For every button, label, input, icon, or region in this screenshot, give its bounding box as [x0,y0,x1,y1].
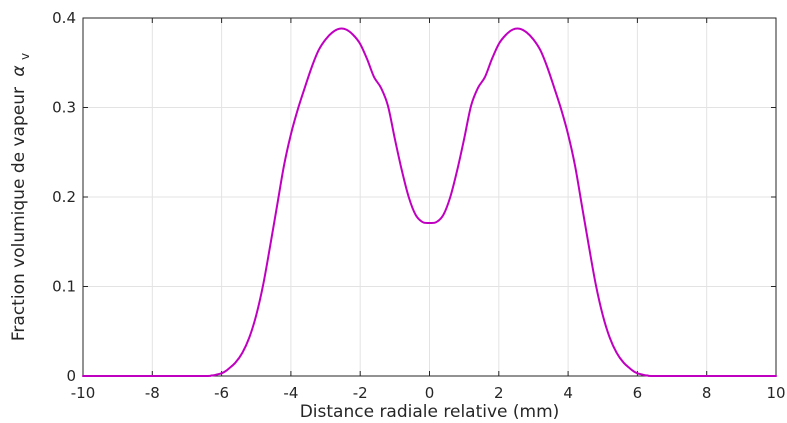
x-tick-label: -4 [283,384,298,402]
y-tick-label: 0.1 [52,278,76,296]
tick-labels: -10 -8 -6 -4 -2 0 2 4 6 8 10 0 0.1 0.2 0.3 0.4 [52,9,785,402]
x-tick-label: 10 [766,384,785,402]
x-tick-label: -2 [353,384,368,402]
x-tick-label: 4 [563,384,573,402]
x-tick-label: -8 [145,384,160,402]
y-axis-label: Fraction volumique de vapeur α v [9,53,32,341]
x-tick-label: 6 [633,384,643,402]
y-tick-label: 0 [66,367,76,385]
x-tick-label: -6 [214,384,229,402]
x-axis-label: Distance radiale relative (mm) [300,402,560,422]
y-axis-label-symbol: α [9,65,29,76]
y-axis-label-subscript: v [18,53,32,60]
y-tick-label: 0.2 [52,188,76,206]
x-tick-label: 8 [702,384,712,402]
x-tick-label: 0 [425,384,435,402]
x-tick-label: 2 [494,384,504,402]
y-tick-label: 0.4 [52,9,76,27]
y-axis-label-text: Fraction volumique de vapeur [9,87,29,341]
series-line [82,27,777,378]
y-tick-label: 0.3 [52,99,76,117]
x-tick-label: -10 [71,384,96,402]
grid [83,18,776,376]
